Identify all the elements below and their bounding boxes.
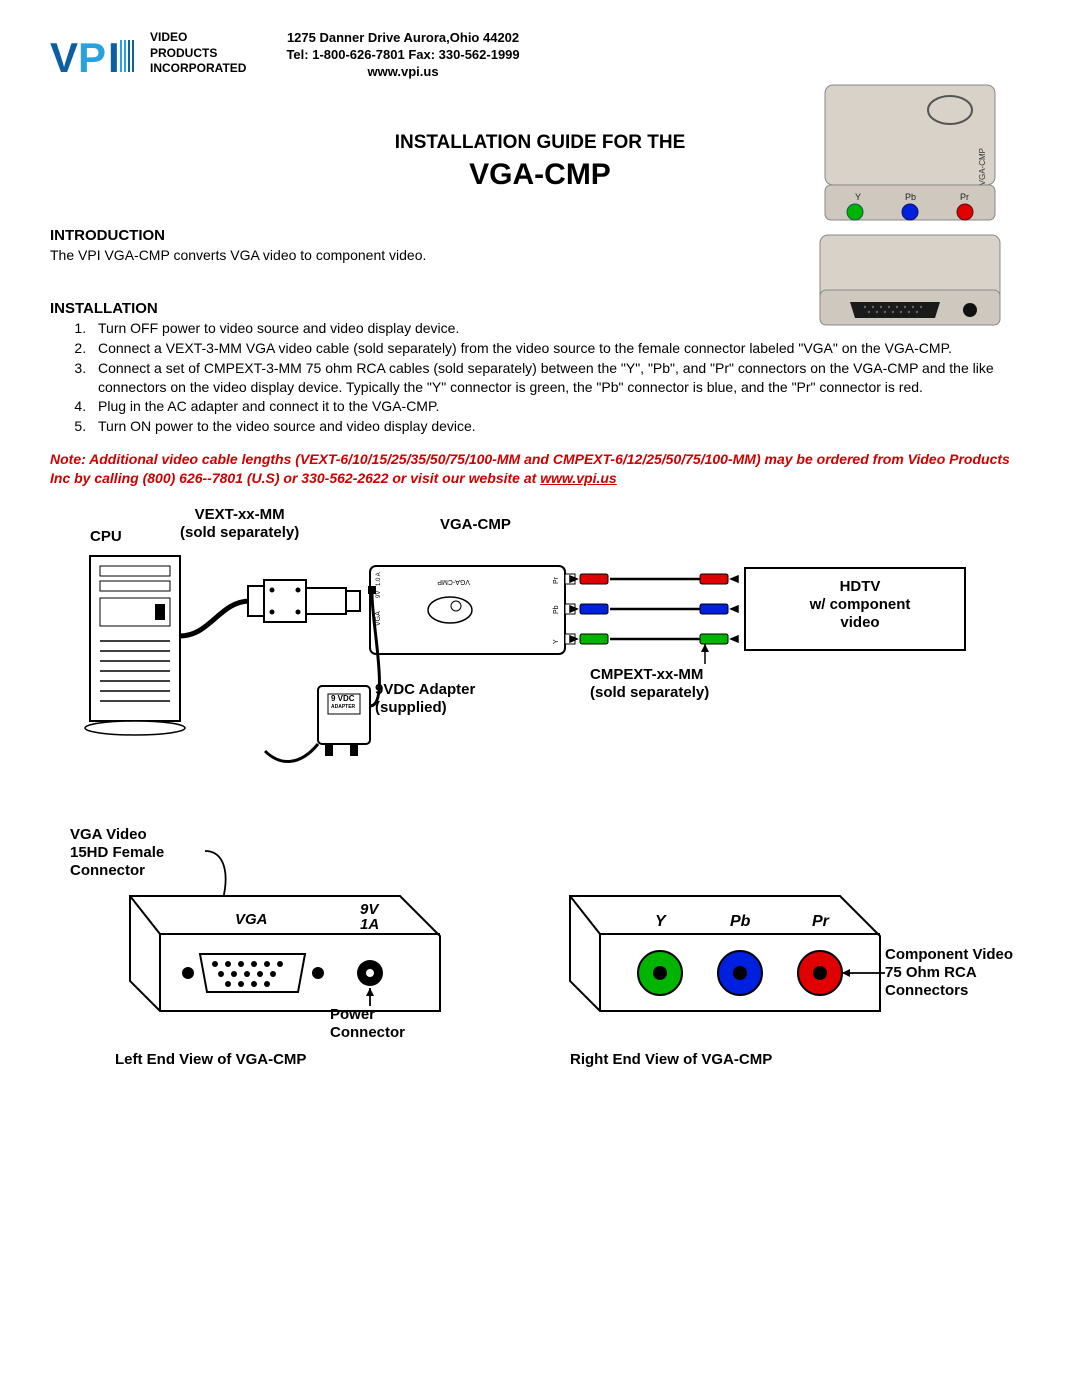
note-link[interactable]: www.vpi.us — [540, 470, 617, 486]
address-line2: Tel: 1-800-626-7801 Fax: 330-562-1999 — [286, 47, 519, 64]
address-website: www.vpi.us — [286, 64, 519, 81]
connection-diagram-svg: VGA 9V 1.0 A Pr Pb Y VGA-CMP — [50, 506, 1010, 786]
hdtv-line1: HDTV — [795, 578, 925, 596]
label-adapter: 9VDC Adapter (supplied) — [375, 681, 475, 717]
hdtv-line3: video — [795, 614, 925, 632]
svg-text:I: I — [108, 34, 120, 81]
label-vext: VEXT-xx-MM (sold separately) — [180, 506, 299, 542]
connection-diagram: VGA 9V 1.0 A Pr Pb Y VGA-CMP — [50, 506, 1030, 786]
note: Note: Additional video cable lengths (VE… — [50, 450, 1030, 488]
install-step: Connect a VEXT-3-MM VGA video cable (sol… — [90, 339, 1030, 358]
adapter-line2: (supplied) — [375, 699, 475, 717]
product-photo: VGA-CMP Y Pb Pr — [810, 60, 1020, 340]
vpi-logo: V P I — [50, 30, 142, 82]
svg-text:Y: Y — [855, 192, 861, 202]
label-hdtv: HDTV w/ component video — [795, 578, 925, 632]
company-line3: INCORPORATED — [150, 61, 246, 77]
vext-line2: (sold separately) — [180, 524, 299, 542]
right-end-view: Y Pb Pr Component Video 75 Ohm RCA Conne… — [540, 826, 1020, 1069]
cmpext-line2: (sold separately) — [590, 684, 709, 702]
label-vgacmp: VGA-CMP — [440, 516, 511, 534]
company-line2: PRODUCTS — [150, 46, 246, 62]
company-name: VIDEO PRODUCTS INCORPORATED — [150, 30, 246, 77]
svg-text:Y: Y — [553, 639, 560, 644]
svg-text:VGA-CMP: VGA-CMP — [978, 148, 987, 185]
svg-text:V: V — [50, 34, 78, 81]
svg-text:Pr: Pr — [960, 192, 969, 202]
right-label: Component Video 75 Ohm RCA Connectors — [885, 946, 1013, 1000]
svg-text:9V: 9V — [376, 591, 382, 598]
svg-text:VGA: VGA — [375, 611, 382, 626]
svg-text:Pb: Pb — [905, 192, 916, 202]
right-label-2: 75 Ohm RCA — [885, 964, 1013, 982]
svg-text:Pr: Pr — [812, 913, 830, 930]
svg-text:P: P — [78, 34, 106, 81]
label-cmpext: CMPEXT-xx-MM (sold separately) — [590, 666, 709, 702]
right-end-svg: Y Pb Pr — [540, 826, 1020, 1056]
right-label-3: Connectors — [885, 982, 1013, 1000]
svg-text:1A: 1A — [360, 916, 379, 933]
left-label-1: VGA Video — [70, 826, 164, 844]
left-end-view: VGA Video 15HD Female Connector — [60, 826, 480, 1069]
svg-text:Pb: Pb — [553, 605, 560, 614]
svg-text:Pb: Pb — [730, 913, 751, 930]
svg-text:VGA-CMP: VGA-CMP — [437, 578, 470, 585]
svg-text:1.0 A: 1.0 A — [376, 572, 382, 586]
adapter-subtext: ADAPTER — [331, 704, 355, 710]
install-step: Plug in the AC adapter and connect it to… — [90, 397, 1030, 416]
left-label-3: Connector — [70, 862, 164, 880]
vext-line1: VEXT-xx-MM — [180, 506, 299, 524]
power-1: Power — [330, 1006, 405, 1024]
right-label-1: Component Video — [885, 946, 1013, 964]
end-views: VGA Video 15HD Female Connector — [50, 826, 1030, 1069]
left-label: VGA Video 15HD Female Connector — [70, 826, 164, 880]
label-cpu: CPU — [90, 528, 122, 546]
svg-text:VGA: VGA — [235, 911, 268, 928]
adapter-line1: 9VDC Adapter — [375, 681, 475, 699]
hdtv-line2: w/ component — [795, 596, 925, 614]
note-text: Note: Additional video cable lengths (VE… — [50, 451, 1010, 486]
power-2: Connector — [330, 1024, 405, 1042]
logo-block: V P I VIDEO PRODUCTS INCORPORATED — [50, 30, 246, 82]
address-line1: 1275 Danner Drive Aurora,Ohio 44202 — [286, 30, 519, 47]
install-step: Connect a set of CMPEXT-3-MM 75 ohm RCA … — [90, 359, 1030, 397]
company-address: 1275 Danner Drive Aurora,Ohio 44202 Tel:… — [286, 30, 519, 81]
svg-text:Pr: Pr — [553, 576, 560, 584]
install-step: Turn ON power to the video source and vi… — [90, 417, 1030, 436]
power-label: Power Connector — [330, 1006, 405, 1042]
adapter-boxtext: 9 VDC — [331, 694, 355, 703]
left-label-2: 15HD Female — [70, 844, 164, 862]
svg-text:Y: Y — [655, 913, 667, 930]
cmpext-line1: CMPEXT-xx-MM — [590, 666, 709, 684]
company-line1: VIDEO — [150, 30, 246, 46]
